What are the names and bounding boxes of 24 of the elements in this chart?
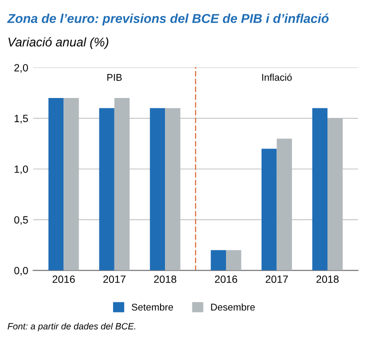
x-tick-label: 2018 [316,276,339,283]
bar [327,118,343,270]
legend-label: Setembre [132,303,173,311]
y-tick-label: 0,0 [14,266,28,276]
x-tick-label: 2018 [154,276,176,283]
bar [226,250,242,270]
annotation: Inflació [262,74,292,81]
x-tick-label: 2016 [52,276,75,283]
x-tick-label: 2017 [266,276,288,283]
bar [276,138,292,270]
bar [210,250,226,270]
chart-title: Zona de l’euro: previsions del BCE de PIB i d’inflació [7,14,329,26]
text: Font: a partir de dades del BCE. [8,322,136,332]
y-tick-label: 0,5 [14,216,28,225]
y-tick-label: 2,0 [14,64,28,73]
y-tick-label: 1,5 [14,114,28,124]
x-tick-label: 2017 [103,276,126,283]
y-tick-label: 1,0 [14,166,28,174]
annotation: PIB [107,74,122,81]
bar [262,148,277,270]
legend-label: Desembre [211,303,255,311]
chart-subtitle: Variació anual (%) [8,37,108,49]
bar [312,108,328,270]
x-tick-label: 2016 [214,276,238,283]
